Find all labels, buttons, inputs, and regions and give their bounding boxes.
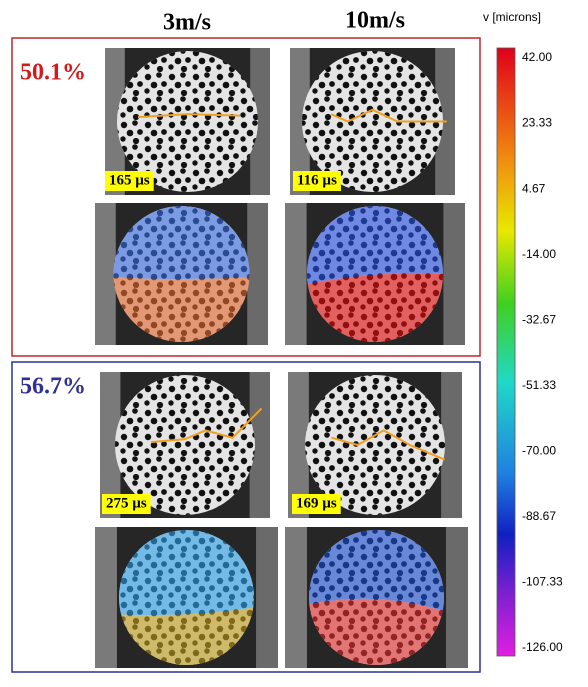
fixture: [95, 527, 117, 668]
time-text: 116 µs: [297, 172, 337, 188]
speckle: [115, 375, 255, 515]
colorbar-tick-label: 4.67: [522, 181, 546, 195]
fixture: [250, 48, 270, 195]
time-background: [293, 171, 341, 191]
column-header: 10m/s: [345, 8, 405, 34]
time-text: 275 µs: [106, 495, 147, 511]
speckle-image: [290, 48, 455, 195]
field-lower: [307, 273, 443, 342]
time-label: 275 µs: [102, 494, 151, 514]
speckle-image: [95, 203, 268, 345]
fixture: [105, 48, 125, 195]
fixture: [441, 372, 462, 518]
speckle-image: [288, 372, 462, 518]
time-text: 169 µs: [296, 495, 337, 511]
colorbar-tick-label: -32.67: [522, 312, 556, 326]
colorbar-tick-label: 23.33: [522, 116, 552, 130]
speckle-image: [105, 48, 270, 195]
time-label: 169 µs: [292, 494, 341, 514]
field-upper: [309, 530, 444, 611]
speckle: [117, 51, 258, 192]
time-background: [105, 171, 154, 191]
fixture: [446, 527, 468, 668]
speckle: [302, 51, 443, 192]
colorbar-tick-label: -14.00: [522, 247, 556, 261]
field-upper: [307, 206, 443, 285]
field-lower: [309, 598, 444, 665]
speckle-image: [95, 527, 278, 668]
colorbar-tick-label: -70.00: [522, 444, 556, 458]
colorbar-title: v [microns]: [483, 10, 541, 24]
panel-label: 56.7%: [20, 374, 86, 400]
colorbar-tick-label: 42.00: [522, 50, 552, 64]
fixture: [256, 527, 278, 668]
fixture: [249, 372, 270, 518]
column-header: 3m/s: [163, 10, 211, 36]
fixture: [285, 527, 307, 668]
crack: [330, 108, 447, 123]
speckle-image: [100, 372, 270, 518]
speckle: [305, 375, 445, 515]
field-upper: [119, 530, 254, 616]
fixture: [285, 203, 307, 345]
colorbar-tick-label: -126.00: [522, 640, 563, 654]
colorbar: [496, 47, 516, 657]
crack: [150, 407, 263, 444]
fixture: [95, 203, 116, 345]
panel-frame: [11, 37, 481, 357]
time-label: 116 µs: [293, 171, 341, 191]
fixture: [443, 203, 465, 345]
field-lower: [113, 277, 250, 342]
fixture: [100, 372, 121, 518]
panel-label: 50.1%: [20, 60, 86, 86]
displacement-field: [307, 206, 443, 342]
time-label: 165 µs: [105, 171, 154, 191]
speckle-image: [285, 527, 468, 668]
crack: [137, 113, 241, 119]
colorbar-tick-label: -51.33: [522, 378, 556, 392]
field-lower: [119, 607, 254, 665]
fixture: [288, 372, 309, 518]
field-upper: [113, 206, 250, 280]
colorbar-tick-label: -107.33: [522, 575, 563, 589]
colorbar-tick-label: -88.67: [522, 509, 556, 523]
time-background: [292, 494, 341, 514]
fixture: [290, 48, 310, 195]
displacement-field: [309, 530, 444, 665]
crack: [331, 429, 445, 461]
displacement-field: [113, 206, 250, 342]
panel-frame: [11, 361, 481, 673]
speckle-image: [285, 203, 465, 345]
time-background: [102, 494, 151, 514]
fixture: [247, 203, 268, 345]
displacement-field: [119, 530, 254, 665]
time-text: 165 µs: [109, 172, 150, 188]
